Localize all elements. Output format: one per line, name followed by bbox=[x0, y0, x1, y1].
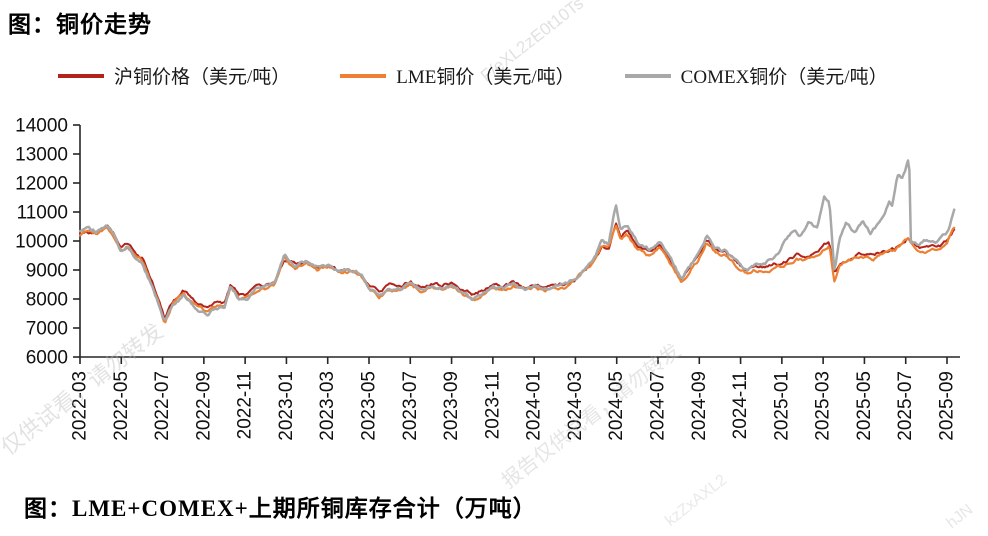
x-tick-label: 2024-09 bbox=[689, 371, 710, 441]
x-tick-label: 2024-01 bbox=[524, 371, 545, 441]
y-tick-label: 11000 bbox=[17, 203, 68, 224]
x-tick-label: 2022-05 bbox=[111, 371, 132, 441]
x-tick-label: 2022-09 bbox=[193, 371, 214, 441]
legend-label: COMEX铜价（美元/吨） bbox=[680, 67, 888, 88]
legend-item-3: COMEX铜价（美元/吨） bbox=[624, 62, 888, 89]
y-tick-label: 12000 bbox=[15, 174, 68, 195]
legend-item-1: 沪铜价格（美元/吨） bbox=[58, 62, 290, 89]
x-tick-label: 2022-11 bbox=[235, 371, 256, 439]
y-tick-label: 9000 bbox=[26, 261, 68, 282]
x-tick-label: 2024-11 bbox=[730, 371, 751, 439]
series-line-2 bbox=[78, 224, 956, 324]
x-tick-label: 2023-01 bbox=[276, 371, 297, 441]
x-tick-label: 2025-05 bbox=[854, 371, 875, 441]
chart-legend: 沪铜价格（美元/吨） LME铜价（美元/吨） COMEX铜价（美元/吨） bbox=[58, 62, 888, 89]
legend-swatch-icon bbox=[624, 73, 671, 78]
next-section-title: 图：LME+COMEX+上期所铜库存合计（万吨） bbox=[24, 496, 537, 521]
x-tick-label: 2022-03 bbox=[70, 371, 91, 441]
legend-label: 沪铜价格（美元/吨） bbox=[114, 67, 291, 88]
x-tick-label: 2024-07 bbox=[648, 371, 669, 441]
x-tick-label: 2024-03 bbox=[565, 371, 586, 441]
series-line-3 bbox=[78, 159, 956, 321]
x-tick-label: 2023-09 bbox=[441, 371, 462, 441]
y-tick-label: 6000 bbox=[26, 348, 68, 369]
x-tick-label: 2025-09 bbox=[937, 371, 958, 441]
legend-swatch-icon bbox=[58, 73, 104, 78]
y-tick-label: 10000 bbox=[15, 232, 68, 253]
x-tick-label: 2023-11 bbox=[482, 371, 503, 439]
x-tick-label: 2025-07 bbox=[895, 371, 916, 441]
x-tick-label: 2023-03 bbox=[317, 371, 338, 441]
x-tick-label: 2023-05 bbox=[359, 371, 380, 441]
price-chart-canvas: 14000 13000 12000 11000 10000 9000 8000 7000 600… bbox=[15, 116, 960, 441]
page-title: 图：铜价走势 bbox=[8, 12, 152, 37]
x-tick-label: 2025-03 bbox=[813, 371, 834, 441]
y-tick-label: 13000 bbox=[15, 145, 68, 166]
x-tick-label: 2023-07 bbox=[400, 371, 421, 441]
watermark-text: hJN bbox=[943, 501, 977, 533]
legend-item-2: LME铜价（美元/吨） bbox=[340, 62, 575, 89]
y-tick-label: 8000 bbox=[26, 290, 68, 311]
x-tick-label: 2025-01 bbox=[771, 371, 792, 441]
series-line-1 bbox=[79, 222, 956, 319]
watermark-text: kzZxAXL2 bbox=[662, 471, 731, 530]
y-tick-label: 7000 bbox=[26, 319, 68, 340]
y-tick-label: 14000 bbox=[15, 116, 68, 137]
x-tick-label: 2024-05 bbox=[606, 371, 627, 441]
legend-label: LME铜价（美元/吨） bbox=[396, 67, 575, 88]
legend-swatch-icon bbox=[340, 73, 387, 78]
x-tick-label: 2022-07 bbox=[152, 371, 173, 441]
